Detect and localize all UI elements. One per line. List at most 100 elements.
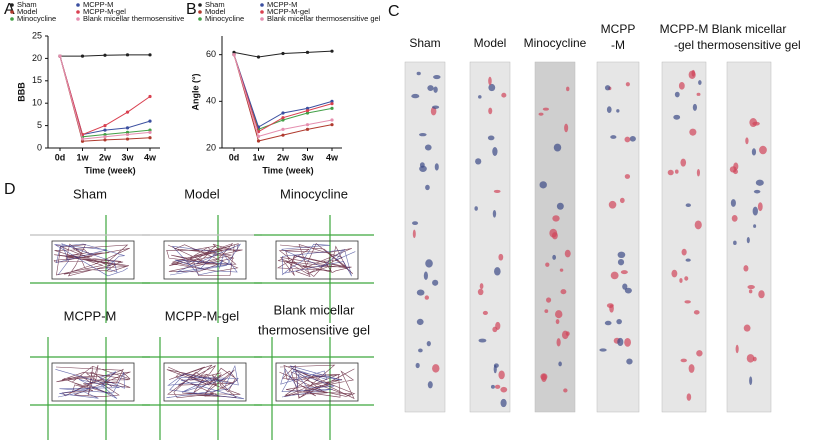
arena xyxy=(163,362,247,402)
data-point xyxy=(148,136,152,140)
footprint xyxy=(566,86,570,92)
footprint xyxy=(610,271,619,280)
column-label: -M xyxy=(611,38,625,52)
x-axis-label: Time (week) xyxy=(84,165,135,175)
arena xyxy=(275,240,359,280)
footprint xyxy=(610,135,617,139)
footprint xyxy=(680,158,687,167)
footprint xyxy=(674,91,680,98)
footprint xyxy=(433,86,438,93)
footprint xyxy=(549,228,558,238)
footprint xyxy=(488,107,493,115)
footprint xyxy=(427,381,433,389)
data-point xyxy=(330,102,334,106)
footprint xyxy=(735,344,739,354)
legend-marker xyxy=(260,10,264,14)
footprint xyxy=(433,74,441,80)
track xyxy=(166,364,245,400)
data-point xyxy=(232,50,236,54)
footprint xyxy=(617,337,624,347)
footprint xyxy=(553,143,562,152)
footprint xyxy=(552,215,560,222)
track-title: MCPP-M-gel xyxy=(165,308,240,323)
footprint xyxy=(539,181,547,189)
y-tick-label: 0 xyxy=(37,142,42,152)
footprint xyxy=(560,289,567,295)
footprint xyxy=(625,82,630,87)
footprint xyxy=(620,270,628,275)
data-point xyxy=(125,110,130,114)
data-point xyxy=(148,130,152,134)
y-tick-label: 20 xyxy=(206,142,216,152)
track xyxy=(55,365,131,398)
footprint xyxy=(674,169,679,174)
footprint xyxy=(686,393,692,401)
data-point xyxy=(305,127,310,131)
data-point xyxy=(281,133,285,137)
footprint xyxy=(424,144,432,151)
data-point xyxy=(103,135,107,139)
legend-marker xyxy=(260,3,264,7)
y-tick-label: 10 xyxy=(32,98,42,108)
footprint xyxy=(545,297,552,303)
data-point xyxy=(281,118,285,122)
x-tick-label: 4w xyxy=(144,152,157,162)
x-tick-label: 4w xyxy=(326,152,339,162)
footprint xyxy=(415,362,420,369)
footprint xyxy=(493,189,501,193)
footprint xyxy=(731,214,738,222)
footprint xyxy=(412,221,419,226)
footprint xyxy=(425,259,433,268)
data-point xyxy=(305,111,310,115)
footprint xyxy=(494,384,501,389)
footprint xyxy=(500,398,507,408)
footprint xyxy=(747,284,755,290)
data-point xyxy=(281,111,285,115)
footprint xyxy=(684,276,689,281)
footprint xyxy=(412,229,416,239)
footprint xyxy=(561,330,569,340)
footprint xyxy=(752,206,758,216)
footprint xyxy=(487,135,495,141)
footprint xyxy=(538,112,544,116)
footprint xyxy=(434,163,439,171)
footprint xyxy=(759,145,767,155)
footprint xyxy=(498,253,504,261)
footprint xyxy=(488,76,492,86)
series-line xyxy=(233,54,333,137)
footprint xyxy=(478,338,487,343)
footprint xyxy=(432,364,440,373)
data-point xyxy=(148,94,152,99)
footprint xyxy=(616,318,622,325)
footprint xyxy=(746,237,750,244)
footprint xyxy=(743,265,749,272)
footprint xyxy=(671,269,678,278)
data-point xyxy=(281,127,285,131)
footprint xyxy=(556,202,564,210)
footprint xyxy=(545,262,550,267)
series-line xyxy=(59,56,151,136)
legend-marker xyxy=(10,17,14,21)
footprint xyxy=(477,288,484,296)
footprint xyxy=(419,132,427,137)
footprint xyxy=(617,258,625,266)
footprint xyxy=(624,337,631,347)
footprint xyxy=(606,303,614,309)
footprint xyxy=(746,354,755,363)
footprint xyxy=(425,184,430,191)
track xyxy=(55,369,125,399)
footprint xyxy=(432,279,439,286)
footprint-strip xyxy=(596,61,640,413)
column-label: MCPP-M xyxy=(660,22,709,36)
footprint xyxy=(423,271,428,280)
footprint xyxy=(755,179,764,186)
footprint xyxy=(544,309,549,313)
footprint xyxy=(479,283,484,290)
data-point xyxy=(305,109,310,113)
data-point xyxy=(330,118,334,122)
footprint xyxy=(679,278,683,283)
footprint xyxy=(743,324,751,332)
arena xyxy=(51,240,135,280)
footprint xyxy=(680,358,687,363)
track xyxy=(166,243,243,277)
